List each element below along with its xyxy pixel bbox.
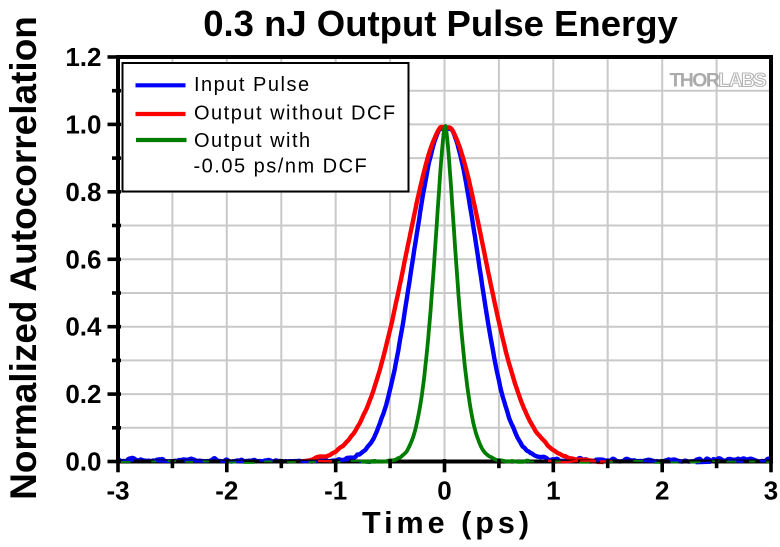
svg-text:0.6: 0.6 [65, 244, 101, 274]
svg-text:1.0: 1.0 [65, 109, 101, 139]
svg-text:Input Pulse: Input Pulse [194, 74, 311, 96]
svg-text:1.2: 1.2 [65, 42, 101, 72]
svg-text:Time (ps): Time (ps) [362, 506, 533, 540]
svg-text:THORLABS: THORLABS [670, 70, 767, 92]
svg-text:2: 2 [655, 476, 669, 506]
svg-text:3: 3 [764, 476, 778, 506]
svg-text:Normalized Autocorrelation: Normalized Autocorrelation [3, 16, 44, 500]
svg-text:0.4: 0.4 [65, 312, 102, 342]
svg-text:Output with: Output with [194, 130, 312, 152]
svg-text:-3: -3 [106, 476, 129, 506]
svg-text:-1: -1 [324, 476, 347, 506]
svg-text:1: 1 [546, 476, 560, 506]
svg-text:0: 0 [437, 476, 451, 506]
svg-text:Output without DCF: Output without DCF [194, 103, 397, 125]
svg-text:0.0: 0.0 [65, 447, 101, 477]
svg-text:0.8: 0.8 [65, 177, 101, 207]
svg-text:-0.05 ps/nm DCF: -0.05 ps/nm DCF [194, 156, 369, 178]
svg-text:0.2: 0.2 [65, 379, 101, 409]
svg-text:-2: -2 [215, 476, 238, 506]
svg-text:0.3 nJ Output Pulse Energy: 0.3 nJ Output Pulse Energy [203, 3, 678, 44]
